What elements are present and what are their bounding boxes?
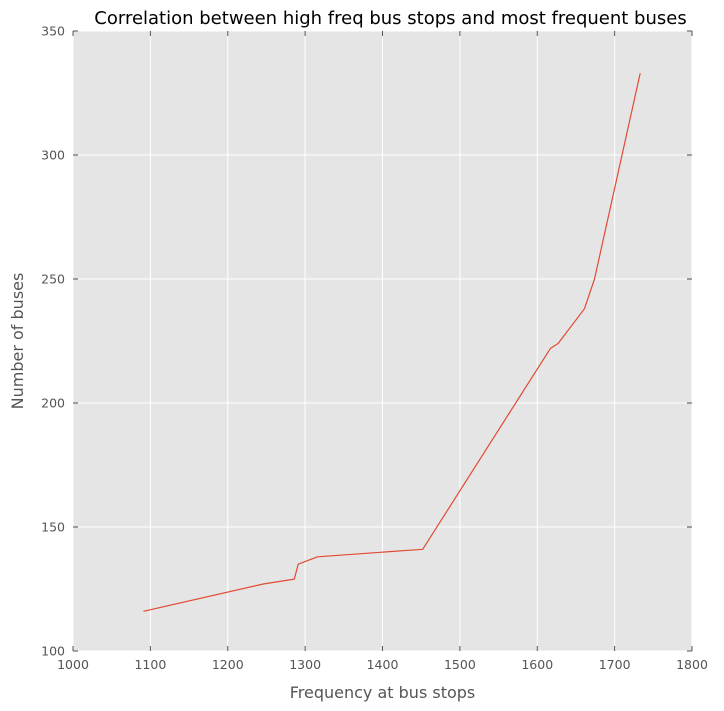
x-tick-label: 1700: [599, 657, 631, 672]
x-tick-label: 1500: [444, 657, 476, 672]
x-tick-label: 1600: [521, 657, 553, 672]
y-tick-label: 200: [41, 396, 65, 411]
chart-title: Correlation between high freq bus stops …: [94, 8, 686, 29]
tick-labels: 1000 1100 1200 1300 1400 1500 1600 1700 1800 100 1…: [41, 24, 708, 673]
y-tick-label: 250: [41, 272, 65, 287]
x-tick-label: 1800: [676, 657, 708, 672]
y-tick-label: 350: [41, 24, 65, 39]
axis-ticks: [72, 30, 693, 652]
x-tick-label: 1200: [212, 657, 244, 672]
x-tick-label: 1100: [134, 657, 166, 672]
series-line: [143, 73, 641, 612]
y-tick-label: 300: [41, 148, 65, 163]
x-tick-label: 1300: [289, 657, 321, 672]
y-tick-label: 100: [41, 644, 65, 659]
x-tick-label: 1000: [57, 657, 89, 672]
series-layer: [143, 73, 641, 612]
x-tick-label: 1400: [367, 657, 399, 672]
x-axis-label: Frequency at bus stops: [290, 683, 476, 702]
y-tick-label: 150: [41, 520, 65, 535]
y-axis-label: Number of buses: [8, 273, 27, 410]
